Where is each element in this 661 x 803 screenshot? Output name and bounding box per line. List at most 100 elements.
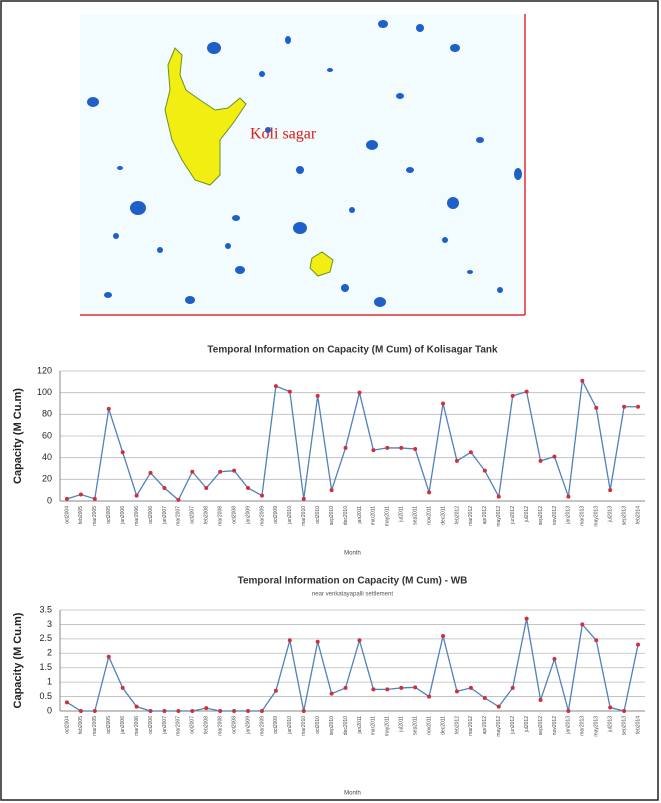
x-tick-label: jan2011: [357, 506, 363, 525]
x-tick-label: oct2005: [106, 506, 112, 524]
data-point: [580, 379, 584, 383]
data-point: [399, 446, 403, 450]
x-tick-label: sep2013: [621, 716, 627, 735]
x-tick-label: mar2011: [371, 716, 377, 736]
x-tick-label: oct2008: [231, 506, 237, 524]
x-tick-label: sep2010: [329, 716, 335, 735]
data-point: [566, 709, 570, 713]
x-tick-label: nov2012: [552, 716, 558, 735]
x-tick-label: oct2005: [106, 716, 112, 734]
x-tick-label: oct2006: [148, 716, 154, 734]
x-tick-label: oct2004: [64, 716, 70, 734]
data-point: [511, 686, 515, 690]
x-tick-label: mar2009: [259, 506, 265, 526]
data-point: [218, 470, 222, 474]
data-point: [79, 709, 83, 713]
y-tick-label: 20: [42, 474, 52, 484]
data-point: [413, 685, 417, 689]
data-point: [218, 709, 222, 713]
data-point: [539, 459, 543, 463]
x-tick-label: oct2004: [64, 506, 70, 524]
x-tick-label: jun2012: [510, 716, 516, 735]
x-tick-label: sep2011: [413, 716, 419, 735]
x-tick-label: jul2011: [399, 506, 405, 523]
data-point: [427, 695, 431, 699]
x-tick-label: oct2007: [190, 716, 196, 734]
data-point: [622, 709, 626, 713]
data-point: [316, 394, 320, 398]
data-point: [107, 407, 111, 411]
data-point: [65, 700, 69, 704]
page: Koli sagar Temporal Information on Capac…: [0, 0, 661, 803]
data-point: [149, 709, 153, 713]
x-tick-label: may2013: [594, 716, 600, 737]
x-tick-label: mar2006: [134, 506, 140, 526]
data-point: [204, 486, 208, 490]
data-point: [566, 495, 570, 499]
data-point: [357, 391, 361, 395]
data-point: [162, 486, 166, 490]
data-point: [176, 498, 180, 502]
x-tick-label: may2012: [496, 506, 502, 527]
data-point: [497, 705, 501, 709]
data-point: [344, 446, 348, 450]
data-point: [121, 686, 125, 690]
x-tick-label: dec2011: [440, 716, 446, 735]
data-point: [330, 692, 334, 696]
x-tick-label: jul2012: [524, 716, 530, 733]
data-point: [385, 446, 389, 450]
x-tick-label: nov2011: [426, 506, 432, 525]
x-tick-label: oct2009: [273, 716, 279, 734]
x-tick-label: mar2005: [92, 716, 98, 736]
x-tick-label: oct2008: [231, 716, 237, 734]
y-tick-label: 2.5: [39, 633, 52, 643]
x-tick-label: jan2010: [287, 716, 293, 735]
x-tick-label: sep2011: [413, 506, 419, 525]
y-tick-label: 1: [47, 677, 52, 687]
x-tick-label: dec2010: [343, 506, 349, 525]
y-axis-label: Capacity (M Cu.m): [12, 612, 24, 708]
x-tick-label: jul2013: [608, 506, 614, 523]
x-tick-label: feb2014: [635, 506, 641, 524]
x-tick-label: sep2012: [538, 506, 544, 525]
y-tick-label: 0: [47, 705, 52, 715]
y-tick-label: 100: [37, 387, 52, 397]
x-tick-label: sep2012: [538, 716, 544, 735]
data-point: [539, 698, 543, 702]
x-tick-label: mar2012: [468, 506, 474, 526]
data-point: [246, 709, 250, 713]
x-tick-label: feb2005: [78, 716, 84, 734]
data-point: [107, 655, 111, 659]
data-point: [636, 643, 640, 647]
data-point: [580, 622, 584, 626]
data-point: [190, 470, 194, 474]
data-point: [288, 390, 292, 394]
data-point: [357, 638, 361, 642]
data-point: [65, 497, 69, 501]
data-point: [302, 497, 306, 501]
x-tick-label: may2012: [496, 716, 502, 737]
x-tick-label: oct2006: [148, 506, 154, 524]
data-point: [260, 709, 264, 713]
data-point: [441, 402, 445, 406]
data-point: [371, 687, 375, 691]
x-tick-label: jan2009: [245, 506, 251, 525]
data-point: [483, 469, 487, 473]
y-tick-label: 40: [42, 452, 52, 462]
x-axis-label: Month: [344, 551, 361, 557]
x-tick-label: feb2008: [204, 716, 210, 734]
map-background: [80, 14, 525, 315]
data-point: [149, 471, 153, 475]
x-tick-label: apr2012: [482, 506, 488, 525]
x-tick-label: mar2008: [218, 716, 224, 736]
chart-title: Temporal Information on Capacity (M Cum)…: [238, 576, 468, 587]
data-point: [302, 709, 306, 713]
y-tick-label: 80: [42, 409, 52, 419]
x-tick-label: feb2012: [454, 506, 460, 524]
data-point: [274, 689, 278, 693]
data-point: [121, 450, 125, 454]
data-point: [385, 687, 389, 691]
data-point: [204, 706, 208, 710]
x-tick-label: dec2010: [343, 716, 349, 735]
data-point: [608, 706, 612, 710]
